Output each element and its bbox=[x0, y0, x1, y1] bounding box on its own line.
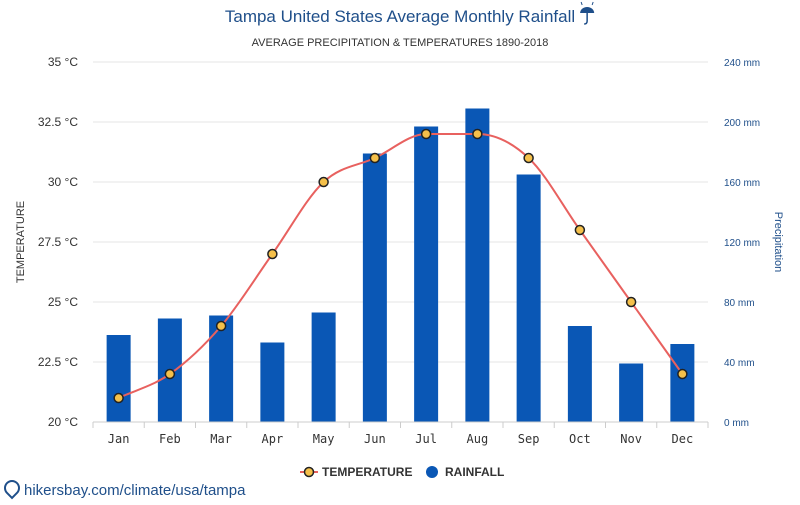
axes: 20 °C 0 mm 22.5 °C 40 mm 25 °C 80 mm 27.5 °C 12… bbox=[38, 55, 760, 446]
legend-temperature-marker bbox=[303, 466, 315, 478]
x-tick-label: Feb bbox=[159, 432, 181, 446]
temperature-point[interactable] bbox=[625, 296, 637, 308]
x-tick-label: Dec bbox=[672, 432, 694, 446]
location-pin-icon bbox=[0, 476, 24, 500]
temperature-point[interactable] bbox=[113, 392, 124, 404]
rainfall-bar[interactable] bbox=[567, 326, 592, 422]
chart-legend: TEMPERATURE RAINFALL bbox=[300, 465, 504, 479]
left-tick-label: 30 °C bbox=[48, 175, 78, 189]
temperature-line bbox=[113, 128, 688, 404]
temperature-point[interactable] bbox=[318, 176, 329, 188]
right-tick-label: 80 mm bbox=[724, 298, 755, 309]
legend-item-rainfall[interactable]: RAINFALL bbox=[426, 465, 504, 479]
x-tick-label: Jun bbox=[364, 432, 386, 446]
temperature-line-path bbox=[118, 133, 684, 399]
umbrella-rain-icon bbox=[580, 1, 595, 25]
left-tick-label: 22.5 °C bbox=[38, 355, 78, 369]
legend-item-temperature[interactable]: TEMPERATURE bbox=[300, 465, 412, 479]
temperature-point[interactable] bbox=[267, 248, 278, 260]
rainfall-bar[interactable] bbox=[465, 108, 490, 423]
x-tick-label: Mar bbox=[210, 432, 232, 446]
legend-temperature-label: TEMPERATURE bbox=[322, 465, 412, 479]
x-tick-label: Apr bbox=[262, 432, 284, 446]
gridlines bbox=[93, 61, 708, 363]
x-tick-label: Jan bbox=[108, 432, 130, 446]
temperature-point[interactable] bbox=[420, 128, 432, 140]
temperature-point[interactable] bbox=[369, 152, 381, 164]
rainfall-bar[interactable] bbox=[670, 344, 695, 422]
rainfall-bar[interactable] bbox=[362, 153, 387, 423]
rainfall-bar[interactable] bbox=[516, 174, 541, 423]
right-tick-label: 0 mm bbox=[724, 418, 749, 429]
rainfall-bar[interactable] bbox=[311, 312, 336, 423]
chart-title: Tampa United States Average Monthly Rain… bbox=[225, 7, 575, 26]
temperature-point[interactable] bbox=[677, 368, 688, 380]
temperature-point[interactable] bbox=[215, 320, 227, 332]
x-tick-label: May bbox=[313, 432, 335, 446]
legend-rainfall-marker bbox=[426, 466, 438, 478]
rainfall-bar[interactable] bbox=[260, 342, 285, 423]
right-tick-label: 40 mm bbox=[724, 358, 755, 369]
x-tick-label: Oct bbox=[569, 432, 591, 446]
right-axis-label: Precipitation bbox=[772, 212, 784, 273]
x-tick-label: Jul bbox=[415, 432, 437, 446]
left-tick-label: 20 °C bbox=[48, 415, 78, 429]
temperature-point[interactable] bbox=[472, 128, 483, 140]
temperature-point[interactable] bbox=[523, 152, 534, 164]
rainfall-bar[interactable] bbox=[414, 126, 439, 423]
x-tick-label: Sep bbox=[518, 432, 540, 446]
rainfall-bars bbox=[106, 108, 695, 423]
right-tick-label: 160 mm bbox=[724, 178, 760, 189]
right-tick-label: 120 mm bbox=[724, 238, 760, 249]
x-tick-label: Aug bbox=[467, 432, 489, 446]
temperature-point[interactable] bbox=[164, 368, 176, 380]
left-tick-label: 35 °C bbox=[48, 55, 78, 69]
chart-subtitle: AVERAGE PRECIPITATION & TEMPERATURES 189… bbox=[252, 37, 549, 49]
left-tick-label: 27.5 °C bbox=[38, 235, 78, 249]
legend-rainfall-label: RAINFALL bbox=[445, 465, 504, 479]
left-axis-label: TEMPERATURE bbox=[15, 201, 27, 283]
left-tick-label: 25 °C bbox=[48, 295, 78, 309]
rainfall-bar[interactable] bbox=[209, 315, 234, 423]
left-tick-label: 32.5 °C bbox=[38, 115, 78, 129]
right-tick-label: 200 mm bbox=[724, 118, 760, 129]
x-tick-label: Nov bbox=[620, 432, 642, 446]
rainfall-bar[interactable] bbox=[106, 335, 131, 422]
rainfall-bar[interactable] bbox=[619, 363, 644, 423]
right-tick-label: 240 mm bbox=[724, 58, 760, 69]
source-link-text: hikersbay.com/climate/usa/tampa bbox=[24, 482, 246, 499]
temperature-point[interactable] bbox=[574, 224, 586, 236]
source-link[interactable]: hikersbay.com/climate/usa/tampa bbox=[0, 476, 246, 500]
